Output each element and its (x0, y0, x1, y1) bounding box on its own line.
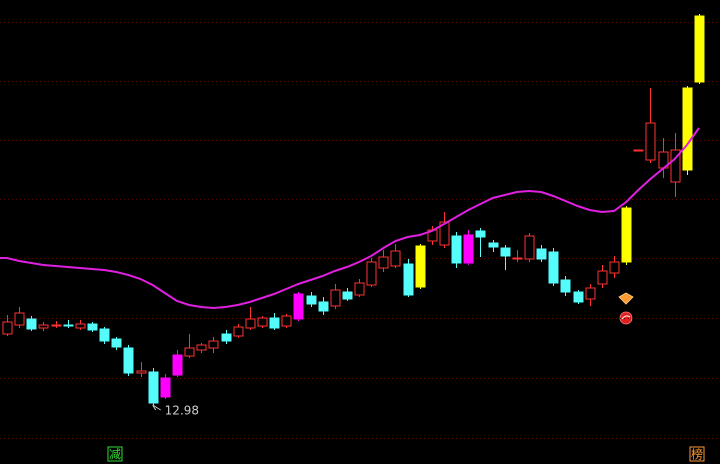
candle-body (306, 295, 317, 305)
candle-body (245, 318, 256, 329)
candle-body (184, 347, 195, 357)
candle-body (512, 257, 523, 260)
candle-body (670, 149, 681, 183)
candle-body (633, 149, 644, 152)
candle-body (123, 347, 134, 374)
candle-body (415, 245, 426, 288)
ball-shine (621, 315, 631, 320)
candle-body (87, 323, 98, 331)
candle-body (475, 230, 486, 238)
candle-body (63, 324, 74, 327)
candle-body (26, 318, 37, 330)
candle-body (354, 282, 365, 296)
candle-body (257, 317, 268, 327)
candle-body (136, 370, 147, 374)
candle-body (403, 263, 414, 296)
min-arrow (152, 404, 161, 411)
icons (618, 292, 634, 325)
marker-box (689, 446, 705, 462)
candle-body (111, 338, 122, 348)
candle-body (2, 321, 13, 335)
candle-body (500, 247, 511, 257)
candle-body (451, 235, 462, 264)
marker-text: 榜 (691, 447, 703, 462)
candle-body (609, 261, 620, 274)
candle-body (585, 287, 596, 300)
candle-body (573, 291, 584, 303)
candle-body (390, 250, 401, 267)
candle-body (366, 261, 377, 286)
candle-body (488, 242, 499, 248)
candle-body (233, 326, 244, 337)
candle-body (621, 207, 632, 263)
candle-body (597, 270, 608, 285)
candle-body (536, 248, 547, 260)
candle-body (281, 315, 292, 327)
candle-body (38, 324, 49, 329)
candle-body (99, 328, 110, 342)
candle-body (51, 324, 62, 327)
marker-text: 减 (109, 448, 121, 462)
candle-body (645, 122, 656, 161)
candle-body (342, 291, 353, 300)
candle-body (560, 279, 571, 293)
candle-body (75, 323, 86, 329)
ball-icon (619, 311, 633, 325)
candle-body (269, 317, 280, 329)
marker-box (107, 446, 123, 462)
candle-body (524, 235, 535, 260)
candle-body (221, 333, 232, 342)
candle-body (318, 301, 329, 312)
candle-body (330, 289, 341, 307)
min-label: 12.98 (165, 404, 199, 418)
candle-body (682, 87, 693, 171)
ma-line (0, 127, 700, 310)
candle-body (378, 256, 389, 269)
candle-body (148, 371, 159, 404)
candle-body (160, 377, 171, 398)
diamond-icon (618, 292, 634, 305)
candle-body (196, 344, 207, 351)
candle-body (14, 312, 25, 326)
candle-body (208, 340, 219, 349)
candle-body (172, 354, 183, 376)
candle-body (293, 293, 304, 320)
candle-body (439, 221, 450, 246)
candle-body (463, 234, 474, 264)
candle-body (694, 15, 705, 83)
candle-body (548, 251, 559, 284)
